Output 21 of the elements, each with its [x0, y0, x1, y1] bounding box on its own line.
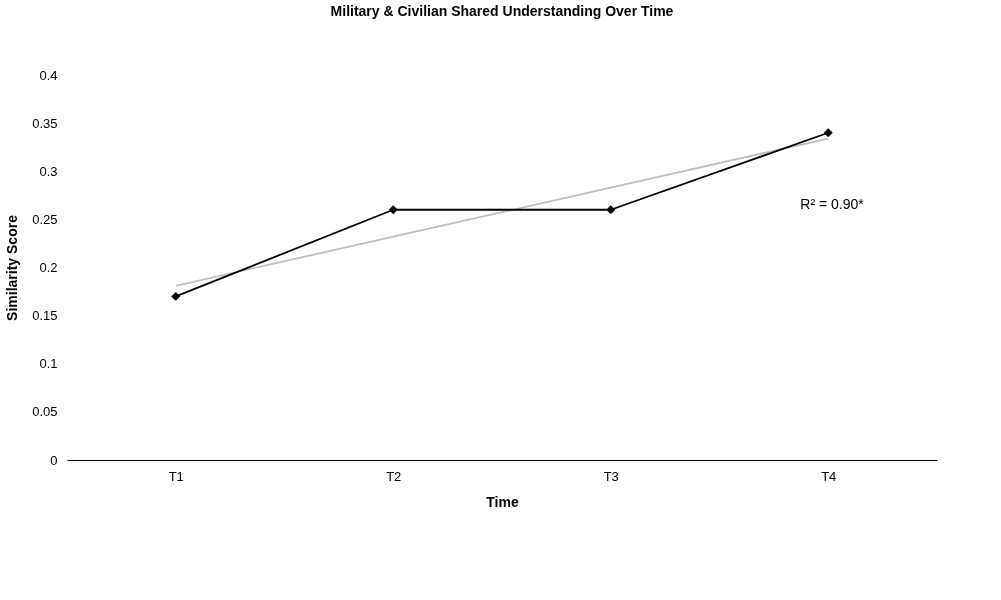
y-tick-label: 0.15	[32, 308, 58, 324]
point	[171, 291, 181, 301]
y-tick-label: 0.1	[39, 356, 58, 372]
y-tick-label: 0.4	[39, 67, 58, 83]
x-axis-title: Time	[486, 493, 519, 510]
chart-title: Military & Civilian Shared Understanding Over Time	[330, 3, 674, 19]
point	[606, 205, 616, 215]
y-tick-label: 0.3	[39, 163, 58, 179]
x-tick-label: T4	[821, 468, 837, 484]
x-tick-label: T2	[386, 468, 402, 484]
x-tick-label: T3	[603, 468, 619, 484]
y-tick-label: 0.25	[32, 211, 58, 227]
y-tick-label: 0	[50, 452, 58, 468]
annotation: R² = 0.90*	[800, 196, 865, 212]
point	[388, 205, 398, 215]
y-tick-label: 0.2	[39, 260, 58, 275]
x-tick-label: T1	[168, 468, 184, 484]
y-tick-label: 0.35	[32, 115, 58, 131]
y-axis-title: Similarity Score	[4, 214, 21, 321]
point	[823, 128, 833, 138]
y-tick-label: 0.05	[32, 404, 58, 420]
